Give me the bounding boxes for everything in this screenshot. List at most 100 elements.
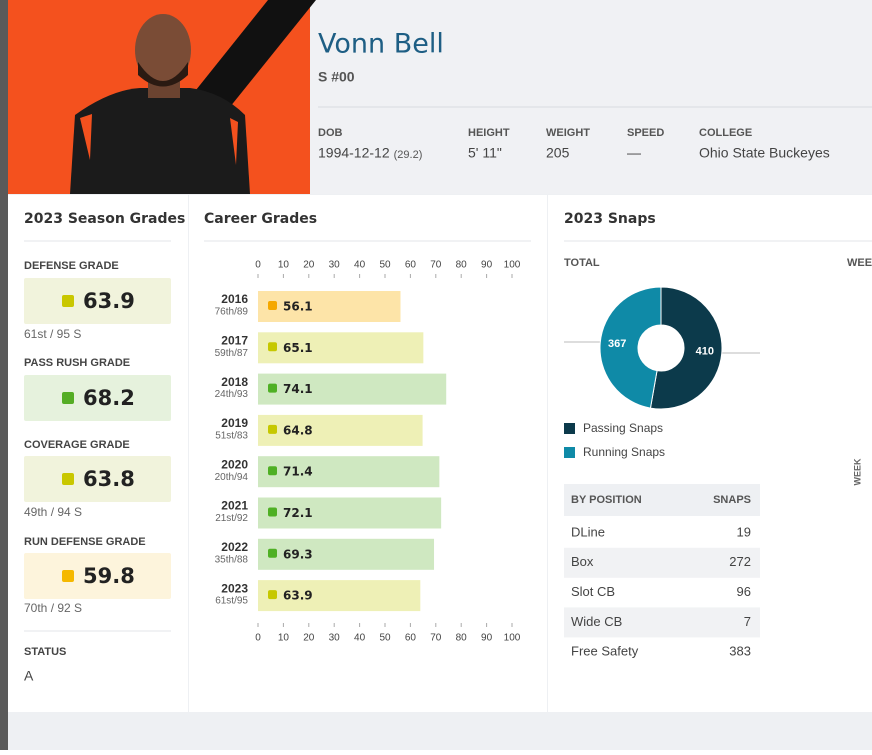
x-tick-label: 70 — [430, 633, 442, 644]
x-tick-label: 60 — [405, 633, 417, 644]
row-label: Box — [571, 554, 594, 569]
player-name: Vonn Bell — [318, 29, 444, 60]
career-title: Career Grades — [204, 211, 317, 227]
year-label: 2022 — [221, 540, 248, 554]
slice-label: 367 — [608, 338, 626, 350]
row-value: 7 — [744, 614, 751, 629]
bar-dot — [268, 383, 277, 393]
legend-swatch — [564, 423, 575, 434]
grade-dot — [62, 570, 74, 582]
x-tick-label: 100 — [504, 633, 521, 644]
grade-box — [24, 456, 171, 502]
grade-rank: 49th / 94 S — [24, 505, 82, 519]
row-bg — [564, 547, 760, 578]
bar — [258, 291, 401, 322]
field-value: 1994-12-12 — [318, 145, 390, 161]
total-label: TOTAL — [564, 257, 600, 269]
field-value: 205 — [546, 145, 570, 161]
row-label: Wide CB — [571, 614, 622, 629]
x-tick-label: 0 — [255, 260, 261, 271]
grade-rank: 61st / 95 S — [24, 327, 81, 341]
x-tick-label: 40 — [354, 633, 366, 644]
rank-label: 20th/94 — [215, 472, 249, 483]
slice-label: 410 — [696, 346, 714, 358]
bar-dot — [268, 507, 277, 517]
grade-value: 63.8 — [83, 467, 135, 491]
year-label: 2019 — [221, 416, 248, 430]
x-tick-label: 60 — [405, 260, 417, 271]
grade-box — [24, 375, 171, 421]
bar-value: 65.1 — [283, 341, 313, 355]
x-tick-label: 50 — [379, 633, 391, 644]
status-label: STATUS — [24, 646, 66, 658]
player-shirt — [70, 88, 250, 194]
season-panel — [8, 195, 188, 712]
year-label: 2017 — [221, 333, 248, 347]
bar-value: 72.1 — [283, 506, 313, 520]
field-label: HEIGHT — [468, 127, 510, 139]
bar-dot — [268, 301, 277, 310]
year-label: 2016 — [221, 292, 248, 306]
x-tick-label: 20 — [303, 260, 315, 271]
x-tick-label: 50 — [379, 260, 391, 271]
bar — [258, 497, 442, 529]
rank-label: 24th/93 — [215, 389, 249, 400]
bar-dot — [268, 548, 277, 558]
year-label: 2018 — [221, 375, 248, 389]
player-head — [135, 14, 191, 86]
status-value: A — [24, 668, 34, 684]
rank-label: 61st/95 — [215, 596, 248, 607]
row-value: 19 — [737, 524, 751, 539]
rank-label: 35th/88 — [215, 554, 249, 565]
x-tick-label: 10 — [278, 633, 290, 644]
left-edge — [0, 0, 8, 750]
bar-dot — [268, 424, 277, 434]
field-value: 5' 11" — [468, 145, 502, 161]
row-label: DLine — [571, 524, 605, 539]
weekly-label: WEE — [847, 257, 872, 269]
x-tick-label: 40 — [354, 260, 366, 271]
legend-swatch — [564, 447, 575, 458]
snaps-title: 2023 Snaps — [564, 211, 656, 227]
grade-value: 63.9 — [83, 289, 135, 313]
season-title: 2023 Season Grades — [24, 211, 185, 227]
x-tick-label: 70 — [430, 260, 442, 271]
row-value: 96 — [737, 584, 751, 599]
table-header: SNAPS — [713, 494, 751, 506]
grade-box — [24, 278, 171, 324]
donut-slice — [599, 286, 662, 409]
x-tick-label: 20 — [303, 633, 315, 644]
donut-slice — [649, 286, 723, 410]
field-note: (29.2) — [394, 149, 423, 161]
bar-value: 74.1 — [283, 382, 313, 396]
row-value: 272 — [729, 554, 751, 569]
grade-dot — [62, 473, 74, 485]
rank-label: 51st/83 — [215, 431, 248, 442]
row-value: 383 — [729, 644, 751, 659]
grade-dot — [62, 295, 74, 307]
grade-value: 68.2 — [83, 386, 135, 410]
bar — [258, 580, 421, 612]
year-label: 2023 — [221, 581, 248, 595]
row-label: Slot CB — [571, 584, 615, 599]
grade-box — [24, 553, 171, 599]
bar-value: 69.3 — [283, 547, 313, 561]
legend-label: Passing Snaps — [583, 421, 663, 435]
bar-dot — [268, 342, 277, 352]
x-tick-label: 0 — [255, 633, 261, 644]
bar-dot — [268, 590, 277, 600]
player-beard — [138, 62, 188, 87]
career-panel — [189, 195, 547, 712]
table-header: BY POSITION — [571, 494, 642, 506]
bar-value: 63.9 — [283, 589, 313, 603]
bar — [258, 373, 447, 405]
year-label: 2021 — [221, 499, 248, 513]
bar — [258, 414, 423, 446]
x-tick-label: 80 — [456, 633, 468, 644]
row-label: Free Safety — [571, 644, 639, 659]
field-label: WEIGHT — [546, 127, 590, 139]
x-tick-label: 30 — [329, 633, 341, 644]
grade-dot — [62, 392, 74, 404]
x-tick-label: 10 — [278, 260, 290, 271]
x-tick-label: 90 — [481, 633, 493, 644]
